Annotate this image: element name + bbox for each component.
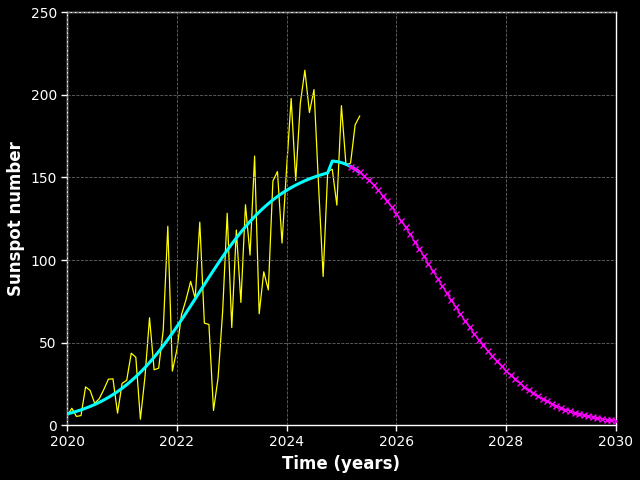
Y-axis label: Sunspot number: Sunspot number <box>7 141 25 296</box>
X-axis label: Time (years): Time (years) <box>282 455 401 473</box>
